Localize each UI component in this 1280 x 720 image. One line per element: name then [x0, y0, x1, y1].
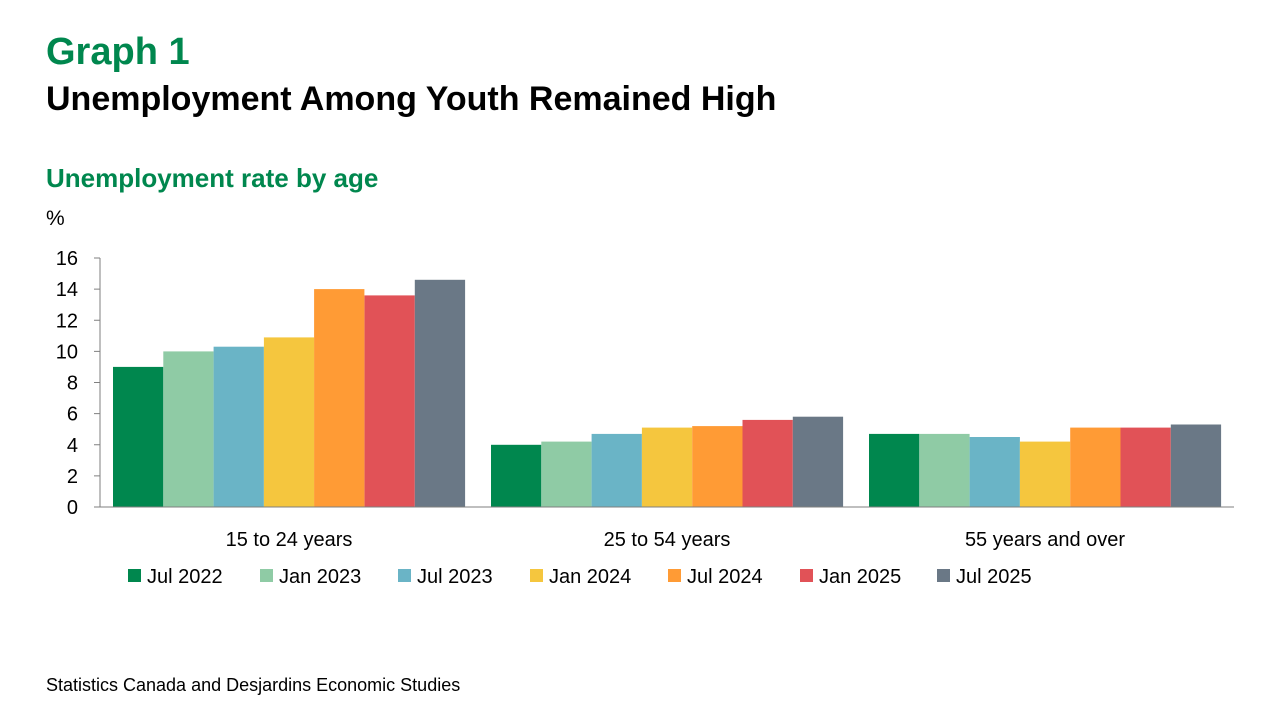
y-tick-label: 14 — [56, 279, 78, 301]
legend-label: Jul 2022 — [147, 566, 223, 588]
graph-label: Graph 1 — [46, 31, 190, 73]
bar — [591, 433, 642, 507]
bar — [742, 419, 793, 507]
chart-title: Unemployment rate by age — [46, 163, 379, 193]
bar — [314, 289, 365, 507]
legend-swatch — [937, 569, 950, 582]
y-tick-label: 8 — [67, 373, 78, 395]
bar — [641, 427, 693, 507]
y-tick-label: 6 — [67, 404, 78, 426]
bar — [1120, 427, 1171, 507]
y-axis-unit-label: % — [46, 207, 65, 230]
legend-label: Jul 2023 — [417, 566, 493, 588]
legend-label: Jul 2024 — [687, 566, 763, 588]
bar — [1019, 441, 1071, 507]
y-tick-label: 12 — [56, 310, 78, 332]
legend-swatch — [530, 569, 543, 582]
legend-label: Jan 2024 — [549, 566, 631, 588]
legend-swatch — [260, 569, 273, 582]
bar — [113, 366, 164, 507]
bar — [792, 416, 844, 507]
bar — [1170, 424, 1222, 507]
bar — [491, 444, 542, 508]
bar — [541, 441, 592, 507]
bar — [969, 437, 1020, 507]
bar — [919, 433, 970, 507]
legend-swatch — [800, 569, 813, 582]
y-tick-label: 10 — [56, 341, 78, 363]
bar — [414, 279, 466, 507]
y-tick-label: 4 — [67, 435, 78, 457]
x-tick-label: 15 to 24 years — [226, 529, 353, 551]
page-title: Unemployment Among Youth Remained High — [46, 80, 777, 118]
y-tick-label: 16 — [56, 248, 78, 270]
bar — [163, 351, 214, 507]
legend-label: Jan 2025 — [819, 566, 901, 588]
legend-swatch — [398, 569, 411, 582]
bar — [869, 433, 920, 507]
legend-label: Jan 2023 — [279, 566, 361, 588]
source-note: Statistics Canada and Desjardins Economi… — [46, 675, 461, 695]
bar — [213, 346, 264, 507]
x-tick-label: 55 years and over — [965, 529, 1125, 551]
bar — [263, 337, 315, 507]
legend-label: Jul 2025 — [956, 566, 1032, 588]
bar — [364, 295, 415, 507]
legend-swatch — [128, 569, 141, 582]
x-tick-label: 25 to 54 years — [604, 529, 731, 551]
y-tick-label: 2 — [67, 466, 78, 488]
bar — [692, 426, 743, 507]
bar — [1070, 427, 1121, 507]
y-tick-label: 0 — [67, 497, 78, 519]
legend-swatch — [668, 569, 681, 582]
